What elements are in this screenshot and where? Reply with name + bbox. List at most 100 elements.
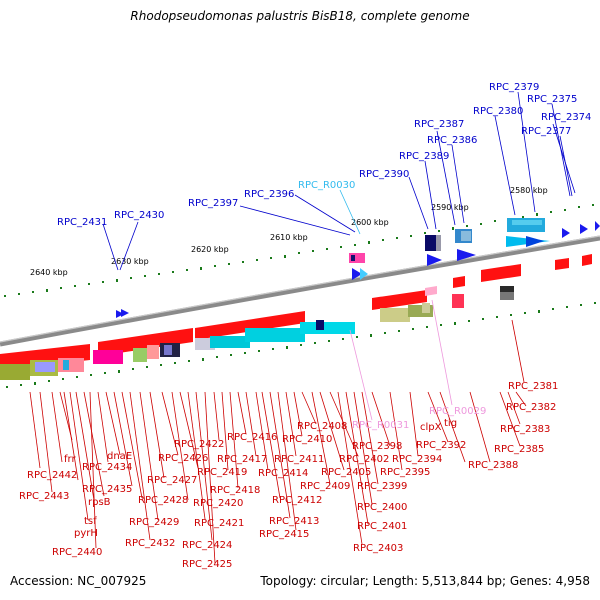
gene-box [245,328,305,342]
gene-box [300,322,355,334]
scale-label: 2600 kbp [351,218,389,227]
gene-label: RPC_2405 [321,467,371,478]
gene-label: pyrH [74,528,98,539]
gene-label: RPC_2403 [353,543,403,554]
top-leader-lines [102,91,576,271]
genome-backbone-highlight [0,235,600,343]
leader-line [119,221,139,271]
leader-line [436,130,456,226]
gene-label: RPC_2418 [210,485,260,496]
leader-line [494,115,516,216]
gene-label: RPC_2434 [82,462,132,473]
gene-arrow [562,228,570,238]
gene-label: RPC_2408 [297,421,347,432]
top-gene-labels: RPC_2431 RPC_2430 RPC_2397 RPC_2396 RPC_… [57,82,591,228]
gene-label: RPC_2386 [427,135,477,146]
gene-box [58,358,84,372]
gene-box [500,286,514,292]
scale-label: 2580 kbp [510,186,548,195]
outer-scale-track [4,204,594,297]
gene-label: RPC_2379 [489,82,539,93]
gene-arrow [0,344,90,370]
gene-arrow [195,311,305,340]
gene-arrow [352,268,362,280]
gene-box [422,303,430,313]
gene-label: RPC_2425 [182,559,232,570]
accession-text: Accession: NC_007925 [10,574,147,588]
gene-label: RPC_2414 [258,468,308,479]
gene-label: RPC_2401 [357,521,407,532]
gene-arrow [360,268,368,280]
gene-label: frr [64,454,76,465]
gene-label: RPC_2385 [494,444,544,455]
gene-label: RPC_2380 [473,106,523,117]
gene-label: RPC_2419 [197,467,247,478]
gene-arrow [481,264,521,282]
leader-line [239,205,351,236]
gene-arrow [425,286,437,296]
gene-arrow [595,221,600,231]
scale-label: 2610 kbp [270,233,308,242]
forward-strand-genes [116,218,600,318]
gene-label: RPC_2411 [274,454,324,465]
gene-arrow [580,224,588,234]
gene-label: RPC_2435 [82,484,132,495]
reverse-strand-genes [0,254,592,380]
gene-arrow [98,328,193,356]
scale-label: 2640 kbp [30,268,68,277]
scale-label: 2630 kbp [111,257,149,266]
gene-label: RPC_2374 [541,112,591,123]
gene-label: RPC_R0031 [352,420,409,431]
gene-label: rpsB [88,497,111,508]
gene-label: RPC_2390 [359,169,409,180]
gene-label: RPC_2399 [357,481,407,492]
gene-arrow [372,290,427,310]
gene-arrow [116,310,124,318]
gene-arrow [453,276,465,288]
gene-label: RPC_2422 [174,439,224,450]
gene-label: RPC_R0029 [429,406,486,417]
gene-label: RPC_2413 [269,516,319,527]
gene-label: RPC_2412 [272,495,322,506]
gene-arrow [555,258,569,270]
gene-label: RPC_2442 [27,470,77,481]
genome-backbone [0,235,600,347]
gene-box [133,348,147,362]
leader-line [339,189,361,235]
gene-label: RPC_2410 [282,434,332,445]
gene-label: RPC_2424 [182,540,232,551]
gene-label: RPC_2383 [500,424,550,435]
gene-box [351,255,355,261]
bottom-gene-labels: RPC_2381 RPC_2382 RPC_2383 RPC_2385 RPC_… [19,381,558,570]
leader-line [431,299,453,406]
bottom-leader-lines [29,319,527,564]
map-title: Rhodopseudomonas palustris BisB18, compl… [130,9,470,23]
gene-box [147,345,159,359]
leader-line [294,194,356,233]
topology-text: Topology: circular; Length: 5,513,844 bp… [260,574,590,588]
scale-labels: 2640 kbp 2630 kbp 2620 kbp 2610 kbp 2600… [30,186,548,277]
gene-label: RPC_R0030 [298,180,355,191]
gene-label: RPC_2400 [357,502,407,513]
gene-label: RPC_2395 [380,467,430,478]
gene-label: RPC_2416 [227,432,277,443]
gene-arrow [526,236,544,247]
gene-label: dnaE [107,451,132,462]
gene-box [63,360,69,370]
inner-scale-track [6,302,596,388]
gene-label: RPC_2430 [114,210,164,221]
gene-label: RPC_2396 [244,189,294,200]
gene-box [35,362,55,372]
gene-label: RPC_2440 [52,547,102,558]
gene-box [436,235,441,251]
gene-box [93,350,123,364]
leader-line [451,144,465,224]
gene-label: RPC_2375 [527,94,577,105]
gene-label: RPC_2420 [193,498,243,509]
gene-label: RPC_2409 [300,481,350,492]
scale-label: 2590 kbp [431,203,469,212]
gene-box [512,220,542,225]
gene-label: RPC_2427 [147,475,197,486]
gene-box [164,345,172,355]
